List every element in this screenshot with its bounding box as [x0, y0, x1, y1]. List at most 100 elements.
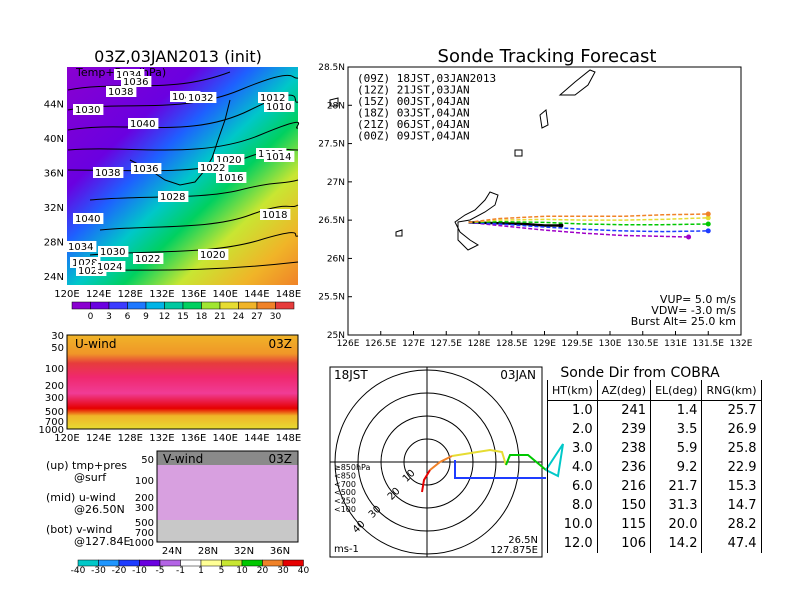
- description-line: (mid) u-wind: [46, 491, 116, 504]
- pressure-label: 1020: [200, 250, 225, 261]
- table-cell: 216: [596, 477, 652, 496]
- colorbar-label: 12: [159, 312, 170, 322]
- pressure-label-bg: [198, 162, 229, 173]
- sonde-table: HT(km) AZ(deg) EL(deg) RNG(km) 1.0 241 1.4 25.…: [547, 380, 762, 553]
- table-cell: 115: [596, 515, 652, 534]
- table-cell: 239: [596, 420, 652, 439]
- table-header-cell: AZ(deg): [596, 380, 652, 401]
- tracking-y-ticks: 25N 25.5N 26N 26.5N 27N 27.5N 28N 28.5N: [318, 63, 352, 341]
- uwind-x-tick: 136E: [181, 433, 206, 444]
- polar-lat: 26.5N: [508, 535, 538, 546]
- pressure-label: 1038: [95, 168, 120, 179]
- pressure-label-bg: [264, 151, 295, 162]
- table-cell: 236: [596, 458, 652, 477]
- table-cell: 14.2: [650, 534, 703, 553]
- colorbar-cell: [90, 301, 110, 310]
- table-cell: 25.8: [701, 439, 762, 458]
- pressure-label: 1024: [97, 262, 122, 273]
- colorbar-cell: [127, 301, 147, 310]
- tracking-x-tick: 129E: [533, 339, 556, 349]
- table-row: 4.0 236 9.2 22.9: [547, 458, 762, 477]
- pressure-label-bg: [264, 101, 295, 112]
- table-title: Sonde Dir from COBRA: [560, 365, 720, 381]
- vwind-top-band: [157, 451, 298, 465]
- uwind-y-tick: 500: [45, 407, 64, 418]
- table-cell: 47.4: [701, 534, 762, 553]
- uwind-y-tick: 300: [45, 393, 64, 404]
- pressure-label: 1030: [75, 105, 100, 116]
- vwind-colorbar-label: 10: [236, 566, 248, 576]
- surface-x-tick: 144E: [244, 289, 269, 300]
- vwind-colorbar-label: -40: [71, 566, 86, 576]
- vwind-colorbar-label: -20: [112, 566, 127, 576]
- description-line: @surf: [74, 471, 107, 484]
- tracking-x-tick: 130E: [599, 339, 622, 349]
- uwind-y-tick: 100: [45, 364, 64, 375]
- tracking-x-tick: 127E: [402, 339, 425, 349]
- polar-levels: ≥850hPa<850<700<500<250<100: [334, 463, 371, 514]
- level-label: <700: [334, 480, 356, 489]
- table-cell: 3.0: [547, 439, 598, 458]
- uwind-x-tick: 132E: [149, 433, 174, 444]
- pressure-label-bg: [93, 167, 124, 178]
- surface-x-ticks: 120E 124E 128E 132E 136E 140E 144E 148E: [54, 289, 301, 300]
- vwind-colorbar-label: 40: [298, 566, 310, 576]
- colorbar-label: 0: [88, 312, 94, 322]
- level-label: <100: [334, 505, 356, 514]
- uwind-x-tick: 144E: [244, 433, 269, 444]
- pressure-label: 1028: [72, 258, 97, 269]
- uwind-x-tick: 124E: [86, 433, 111, 444]
- uwind-x-tick: 120E: [54, 433, 79, 444]
- vwind-colorbar-label: 1: [198, 566, 204, 576]
- table-cell: 31.3: [650, 496, 703, 515]
- table-cell: 5.9: [650, 439, 703, 458]
- table-body: 1.0 241 1.4 25.7 2.0 239 3.5 26.9 3.0 238 5.9 25.8 4…: [547, 400, 762, 553]
- vwind-colorbar: -40 -30 -20 -10 -5 -1 1 5 10 20 30 40: [71, 559, 310, 576]
- table-cell: 1.0: [547, 400, 598, 420]
- uwind-y-tick: 700: [45, 417, 64, 428]
- polar-lon: 127.875E: [490, 545, 538, 556]
- colorbar-cell: [238, 301, 258, 310]
- tracking-legend-item: (12Z) 21JST,03JAN: [357, 84, 470, 97]
- uwind-time: 03Z: [269, 337, 293, 351]
- track-line: [468, 221, 709, 233]
- table-cell: 14.7: [701, 496, 762, 515]
- surface-y-tick: 32N: [44, 203, 64, 214]
- pressure-label: 1038: [108, 87, 133, 98]
- colorbar-label: 27: [251, 312, 262, 322]
- tracking-legend-item: (18Z) 03JST,04JAN: [357, 107, 470, 120]
- balloon-param: VUP= 5.0 m/s: [660, 293, 736, 306]
- colorbar-cell: [71, 301, 91, 310]
- table-cell: 9.2: [650, 458, 703, 477]
- tracking-legend: (09Z) 18JST,03JAN2013(12Z) 21JST,03JAN(1…: [357, 72, 496, 143]
- uwind-frame: [66, 334, 299, 430]
- colorbar-label: 15: [177, 312, 188, 322]
- colorbar-label: 18: [196, 312, 208, 322]
- surface-title: 03Z,03JAN2013 (init): [94, 47, 262, 66]
- surface-x-tick: 120E: [54, 289, 79, 300]
- track-line: [468, 213, 709, 224]
- pressure-label-bg: [158, 191, 189, 202]
- vwind-colorbar-label: -10: [132, 566, 147, 576]
- tracking-y-tick: 28.5N: [318, 63, 345, 73]
- pressure-label: 1040: [75, 214, 100, 225]
- vwind-x-tick: 32N: [234, 546, 254, 557]
- surface-x-tick: 136E: [181, 289, 206, 300]
- pressure-label: 1012: [260, 93, 285, 104]
- pressure-label-bg: [114, 69, 145, 80]
- colorbar-cell: [182, 301, 202, 310]
- pressure-label-bg: [186, 92, 217, 103]
- okinawa-coast: [329, 69, 596, 251]
- pressure-label-bg: [170, 91, 201, 102]
- pressure-label: 1010: [266, 102, 291, 113]
- pressure-label-bg: [66, 241, 97, 252]
- pressure-label: 1026: [78, 266, 103, 277]
- pressure-label-bg: [76, 265, 107, 276]
- level-label: ≥850hPa: [334, 463, 371, 472]
- table-header-cell: RNG(km): [701, 380, 762, 401]
- surface-x-tick: 132E: [149, 289, 174, 300]
- colorbar-label: 21: [214, 312, 225, 322]
- tracking-x-tick: 130.5E: [627, 339, 659, 349]
- table-cell: 15.3: [701, 477, 762, 496]
